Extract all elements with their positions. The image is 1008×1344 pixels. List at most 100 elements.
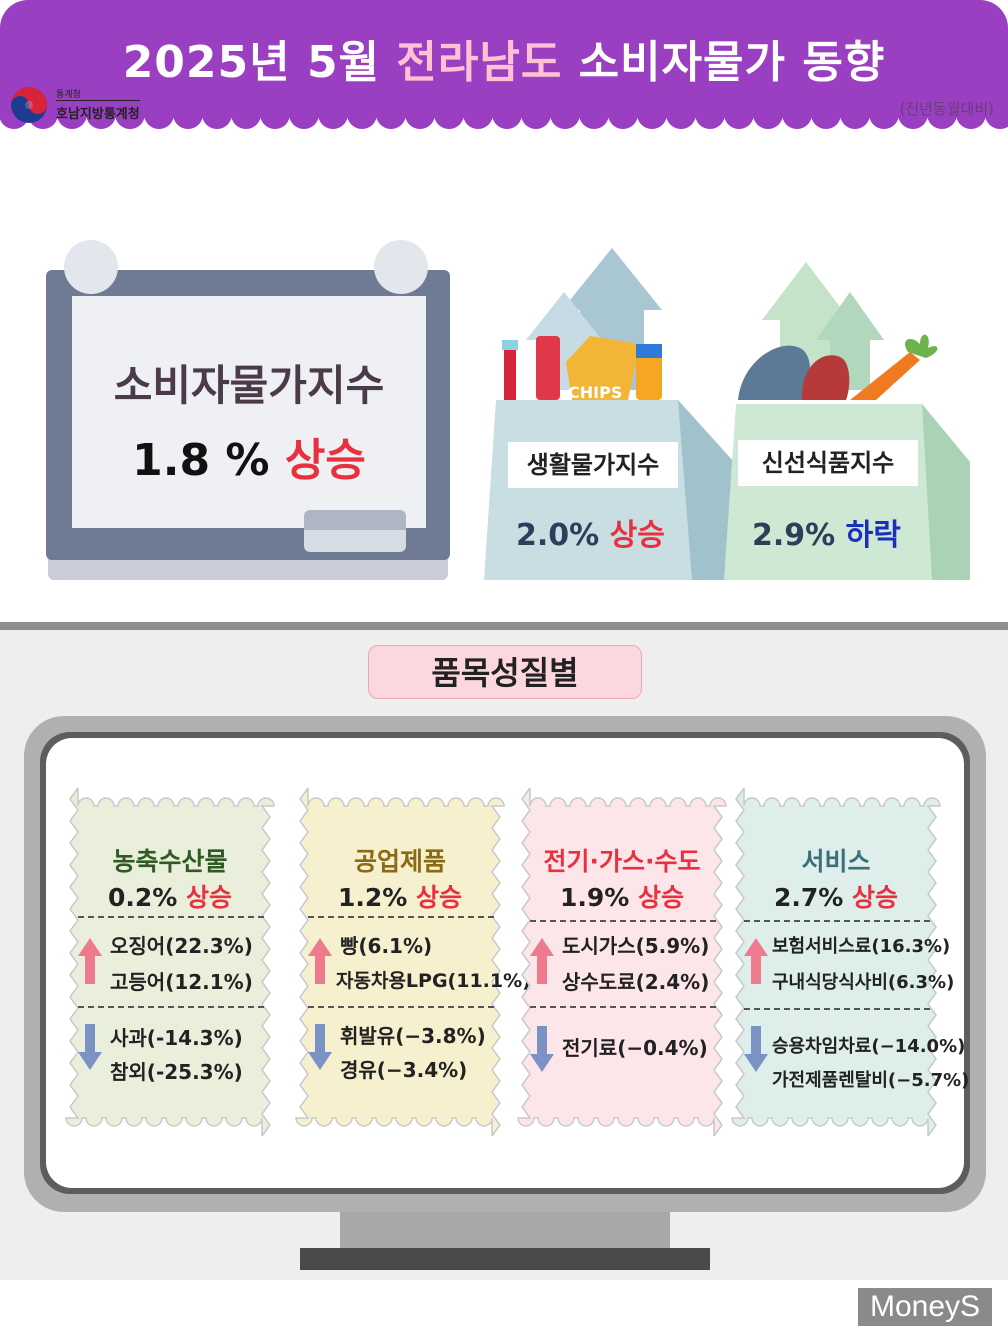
arrow-down-icon [530,1026,554,1072]
scallop [492,104,522,129]
living-index-label: 생활물가지수 [508,442,678,488]
scallop [86,104,116,129]
cpi-value: 1.8 % 상승 [132,435,366,486]
scallop [956,104,986,129]
section-divider [0,622,1008,630]
scallop [637,104,667,129]
scallop [579,104,609,129]
arrow-down-icon [78,1024,102,1070]
scallop [985,104,1008,129]
scallop [463,104,493,129]
page-title: 2025년 5월 전라남도 소비자물가 동향 [122,37,886,88]
scallop [434,104,464,129]
category-value: 2.7% 상승 [773,883,899,912]
meat-icon [801,355,850,400]
board-clip-left [64,240,118,294]
category-name: 전기·가스·수도 [543,847,701,876]
scallop [173,104,203,129]
fresh-index-value: 2.9% 하락 [752,518,901,553]
up-item: 도시가스(5.9%) [562,934,710,958]
scallop [753,104,783,129]
eraser-top [304,510,406,530]
up-item: 보험서비스료(16.3%) [772,936,951,957]
monitor-stand-base [300,1248,710,1270]
up-item: 구내식당식사비(6.3%) [772,972,955,993]
board-surface [72,296,426,528]
header-scallop-edge [0,104,1008,129]
monitor-stand [340,1212,670,1250]
category-name: 서비스 [801,847,871,876]
toothpaste-icon [536,336,560,400]
arrow-down-icon [308,1024,332,1070]
scallop [57,104,87,129]
category-card-industrial: 공업제품 1.2% 상승 빵(6.1%) 자동차용LPG(11.1%) 휘발유(… [294,788,531,1136]
dash-divider [78,916,264,918]
arrow-up-icon [530,938,554,984]
title-region: 전라남도 [396,37,563,88]
taegeuk-icon [11,87,47,123]
scallop [782,104,812,129]
dash-divider [530,920,716,922]
up-item: 자동차용LPG(11.1%) [336,970,531,992]
arrow-down-icon [744,1026,768,1072]
down-item: 사과(-14.3%) [110,1026,243,1050]
moneys-watermark: MoneyS [858,1288,992,1326]
down-item: 휘발유(−3.8%) [340,1024,486,1048]
category-card-agri: 농축수산물 0.2% 상승 오징어(22.3%) 고등어(12.1%) 사과(-… [64,788,276,1136]
arrow-up-icon [308,938,332,984]
up-item: 빵(6.1%) [340,934,433,958]
dash-divider [530,1006,716,1008]
scallop [289,104,319,129]
up-item: 오징어(22.3%) [110,934,253,958]
scallop [666,104,696,129]
dash-divider [744,920,930,922]
scallop [521,104,551,129]
scallop [376,104,406,129]
living-index-value: 2.0% 상승 [516,518,665,553]
ticket-bg [295,788,505,1136]
arrow-up-icon [78,938,102,984]
dash-divider [308,1006,494,1008]
category-value: 1.9% 상승 [559,883,685,912]
scallop [608,104,638,129]
scallop [202,104,232,129]
scallop [869,104,899,129]
scallop [695,104,725,129]
scallop [405,104,435,129]
scallop [811,104,841,129]
dash-divider [744,1008,930,1010]
scallop [231,104,261,129]
ticket-bg [517,788,727,1136]
category-value: 1.2% 상승 [337,883,463,912]
category-name: 농축수산물 [112,847,228,876]
category-card-services: 서비스 2.7% 상승 보험서비스료(16.3%) 구내식당식사비(6.3%) … [730,788,969,1136]
scallop [347,104,377,129]
section-title: 품목성질별 [368,645,642,699]
up-item: 고등어(12.1%) [110,970,253,994]
down-item: 전기료(−0.4%) [562,1036,708,1060]
carrot-icon [850,352,920,400]
scallop [724,104,754,129]
living-index-direction: 상승 [609,518,665,553]
chips-icon [566,336,640,400]
dash-divider [308,916,494,918]
down-item: 가전제품렌탈비(−5.7%) [772,1070,970,1091]
cpi-direction: 상승 [284,435,366,486]
ticket-bg [731,788,941,1136]
board-clip-right [374,240,428,294]
scallop [318,104,348,129]
logo-office-name: 호남지방통계청 [56,100,140,122]
comparison-note: (전년동월대비) [899,100,994,118]
down-item: 참외(-25.3%) [110,1060,243,1084]
scallop [898,104,928,129]
logo-ministry: 통계청 [56,90,81,100]
up-item: 상수도료(2.4%) [562,970,710,994]
fresh-index-direction: 하락 [845,518,901,553]
dash-divider [78,1006,264,1008]
agency-logo: 통계청 호남지방통계청 [10,86,160,126]
down-item: 승용차임차료(−14.0%) [772,1036,966,1057]
cpi-title: 소비자물가지수 [113,361,385,410]
header-banner [0,0,1008,112]
arrow-up-icon [744,938,768,984]
fish-icon [738,345,811,400]
